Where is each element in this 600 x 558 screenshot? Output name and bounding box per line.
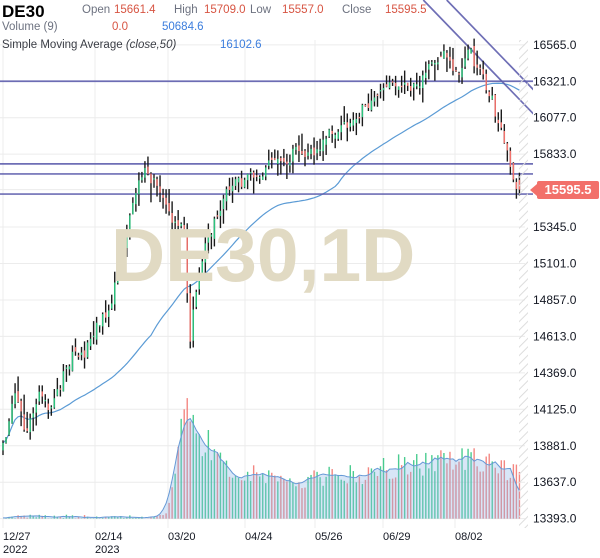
svg-text:14369.0: 14369.0 bbox=[533, 366, 577, 380]
svg-text:14125.0: 14125.0 bbox=[533, 402, 577, 416]
svg-text:2022: 2022 bbox=[3, 544, 27, 556]
svg-text:06/29: 06/29 bbox=[383, 531, 411, 543]
svg-text:16077.0: 16077.0 bbox=[533, 111, 577, 125]
svg-text:15345.0: 15345.0 bbox=[533, 220, 577, 234]
svg-text:14857.0: 14857.0 bbox=[533, 293, 577, 307]
svg-text:02/14: 02/14 bbox=[95, 531, 123, 543]
svg-text:13393.0: 13393.0 bbox=[533, 512, 577, 526]
svg-text:15833.0: 15833.0 bbox=[533, 147, 577, 161]
svg-text:12/27: 12/27 bbox=[3, 531, 31, 543]
svg-text:2023: 2023 bbox=[95, 544, 119, 556]
svg-text:08/02: 08/02 bbox=[455, 531, 483, 543]
svg-text:03/20: 03/20 bbox=[168, 531, 196, 543]
svg-text:16321.0: 16321.0 bbox=[533, 74, 577, 88]
svg-text:13881.0: 13881.0 bbox=[533, 439, 577, 453]
svg-text:04/24: 04/24 bbox=[245, 531, 273, 543]
svg-text:13637.0: 13637.0 bbox=[533, 475, 577, 489]
svg-text:16565.0: 16565.0 bbox=[533, 38, 577, 52]
svg-text:15101.0: 15101.0 bbox=[533, 257, 577, 271]
svg-text:05/26: 05/26 bbox=[315, 531, 343, 543]
svg-text:14613.0: 14613.0 bbox=[533, 329, 577, 343]
